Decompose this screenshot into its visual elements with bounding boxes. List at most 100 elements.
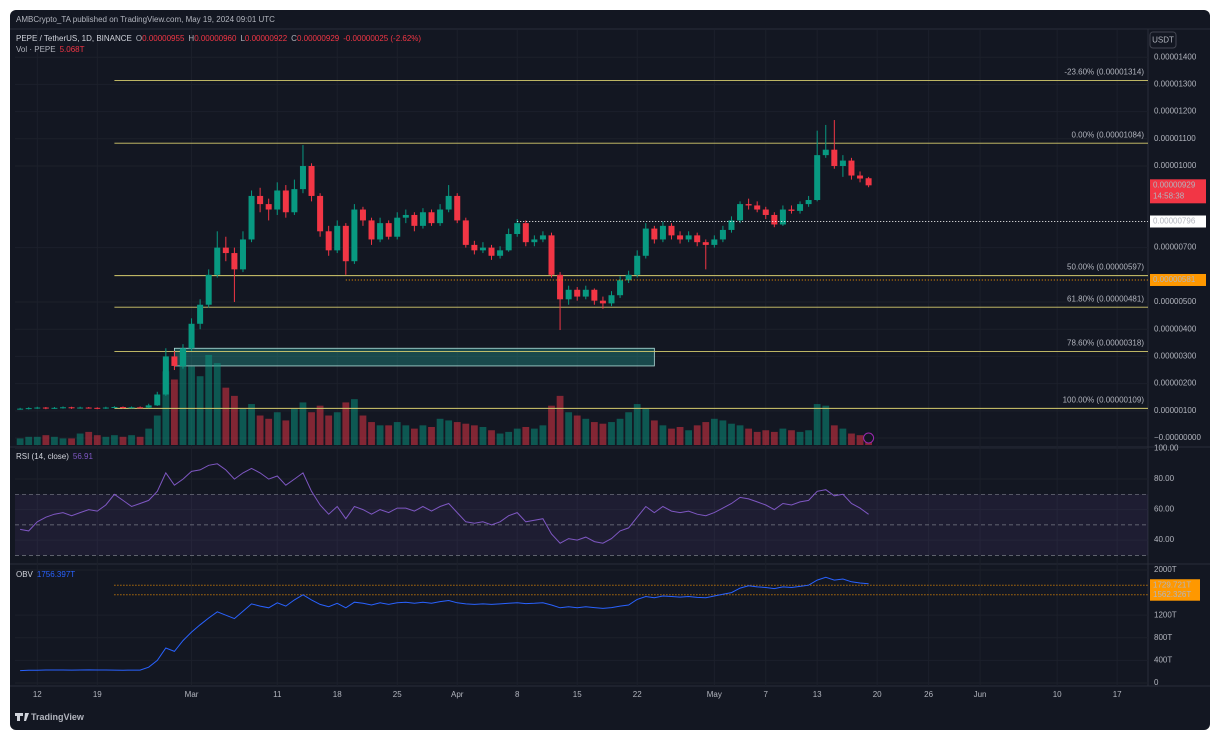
candle-body xyxy=(557,274,564,300)
currency[interactable]: USDT xyxy=(1152,36,1174,45)
candle-body xyxy=(822,149,829,156)
footer: TradingView xyxy=(31,712,85,722)
volume-bar xyxy=(333,412,341,445)
candle-body xyxy=(428,212,435,224)
candle-body xyxy=(59,407,66,409)
volume-bar xyxy=(522,426,530,445)
volume-bar xyxy=(505,431,513,445)
price-tag xyxy=(1150,273,1206,286)
candle-body xyxy=(128,407,135,409)
volume-bar xyxy=(342,402,350,445)
volume-bar xyxy=(171,379,178,445)
volume-bar xyxy=(539,425,547,445)
candle-body xyxy=(25,408,32,410)
ohlc-key: H xyxy=(188,34,194,43)
volume-bar xyxy=(702,422,710,445)
x-tick-label: May xyxy=(707,690,722,699)
currency-button[interactable] xyxy=(1149,31,1177,49)
volume-bar xyxy=(633,404,641,445)
volume-bar xyxy=(436,418,444,445)
volume-bar xyxy=(548,405,555,445)
candle-body xyxy=(334,225,341,251)
candle-body xyxy=(642,228,649,256)
candle-body xyxy=(274,190,281,210)
volume-bar xyxy=(685,430,693,445)
candle-body xyxy=(162,356,169,395)
y-tick-label: 1200T xyxy=(1154,610,1177,619)
rsi-band-fill xyxy=(15,494,1148,556)
y-tick-label: 0.00000300 xyxy=(1154,352,1197,361)
ohlc-key: L xyxy=(240,34,245,43)
candle-body xyxy=(368,220,375,240)
x-tick-label: 17 xyxy=(1113,690,1122,699)
y-tick-label: 0.00000500 xyxy=(1154,297,1197,306)
candle-body xyxy=(257,195,264,205)
volume-bar xyxy=(642,408,650,445)
obv-tag-label: 1562.326T xyxy=(1153,590,1191,599)
volume-bar xyxy=(231,395,238,445)
volume-bar xyxy=(770,431,778,445)
volume-bar xyxy=(59,438,67,445)
volume-bar xyxy=(839,428,847,445)
volume-bar xyxy=(428,426,435,445)
candle-body xyxy=(857,175,864,179)
rsi-legend: RSI (14, close) 56.91 xyxy=(16,452,93,461)
candle-body xyxy=(608,295,615,304)
obv-title: OBV xyxy=(16,570,34,579)
y-tick-label: 60.00 xyxy=(1154,505,1175,514)
price-tag xyxy=(1150,215,1206,228)
volume-bar xyxy=(282,420,290,445)
obv-tag-label: 1729.721T xyxy=(1153,580,1191,589)
y-tick-label: 0.00000200 xyxy=(1154,379,1197,388)
fib-label: -23.60% (0.00001314) xyxy=(1064,68,1144,77)
volume-bar xyxy=(710,418,718,445)
candle-body xyxy=(51,407,58,409)
candle-body xyxy=(745,204,752,206)
candle-body xyxy=(171,356,178,366)
x-tick-label: Apr xyxy=(451,690,464,699)
volume-bar xyxy=(445,420,453,445)
volume-bar xyxy=(402,425,410,445)
candle-body xyxy=(419,212,426,226)
volume-legend: Vol · PEPE 5.068T xyxy=(16,45,85,54)
candle-body xyxy=(325,231,332,251)
obv-legend: OBV 1756.397T xyxy=(16,570,75,579)
candle-body xyxy=(514,223,521,235)
candle-body xyxy=(839,160,846,167)
volume-bar xyxy=(616,418,624,445)
volume-bar xyxy=(33,436,41,445)
candle-body xyxy=(265,204,272,210)
volume-bar xyxy=(650,420,658,445)
alert-icon xyxy=(863,432,875,444)
change: -0.00000025 (-2.62%) xyxy=(343,34,421,43)
candle-body xyxy=(351,209,358,262)
candle-body xyxy=(42,407,49,409)
volume-bar xyxy=(153,415,161,445)
candle-body xyxy=(239,239,246,270)
volume-bar xyxy=(496,433,504,445)
volume-bar xyxy=(848,433,855,445)
y-tick-label: 0.00000400 xyxy=(1154,324,1197,333)
y-tick-label: 2000T xyxy=(1154,565,1177,574)
candle-body xyxy=(737,204,744,221)
volume-bar xyxy=(813,404,821,445)
volume-bar xyxy=(179,350,187,445)
x-tick-label: 8 xyxy=(515,690,520,699)
volume-bar xyxy=(145,428,153,445)
obv-line xyxy=(20,576,869,672)
candle-body xyxy=(531,239,538,243)
x-tick-label: 11 xyxy=(273,690,282,699)
candle-body xyxy=(788,209,795,211)
candle-body xyxy=(77,407,84,409)
ohlc-value: 0.00000955 xyxy=(142,34,185,43)
volume-bar xyxy=(719,420,727,445)
volume-bar xyxy=(728,423,735,445)
main-legend: PEPE / TetherUS, 1D, BINANCE O0.00000955 H… xyxy=(16,34,421,43)
volume-bar xyxy=(188,366,195,445)
candle-body xyxy=(599,300,606,304)
volume-bar xyxy=(308,412,315,445)
candle-body xyxy=(231,253,238,270)
candle-body xyxy=(625,274,632,281)
volume-bar xyxy=(93,435,101,445)
